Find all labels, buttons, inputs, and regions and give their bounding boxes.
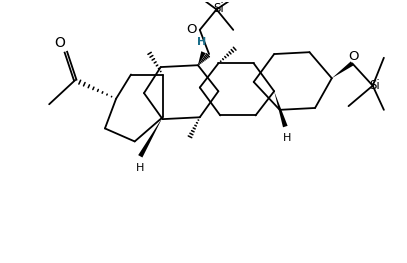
Text: H: H: [197, 37, 206, 47]
Polygon shape: [138, 117, 162, 158]
Text: Si: Si: [213, 2, 224, 15]
Text: O: O: [186, 23, 197, 36]
Text: H: H: [283, 133, 291, 143]
Text: O: O: [54, 36, 65, 50]
Polygon shape: [274, 91, 288, 127]
Text: O: O: [348, 50, 359, 63]
Polygon shape: [198, 51, 206, 65]
Polygon shape: [332, 61, 354, 78]
Text: H: H: [136, 163, 144, 173]
Text: Si: Si: [369, 79, 380, 92]
